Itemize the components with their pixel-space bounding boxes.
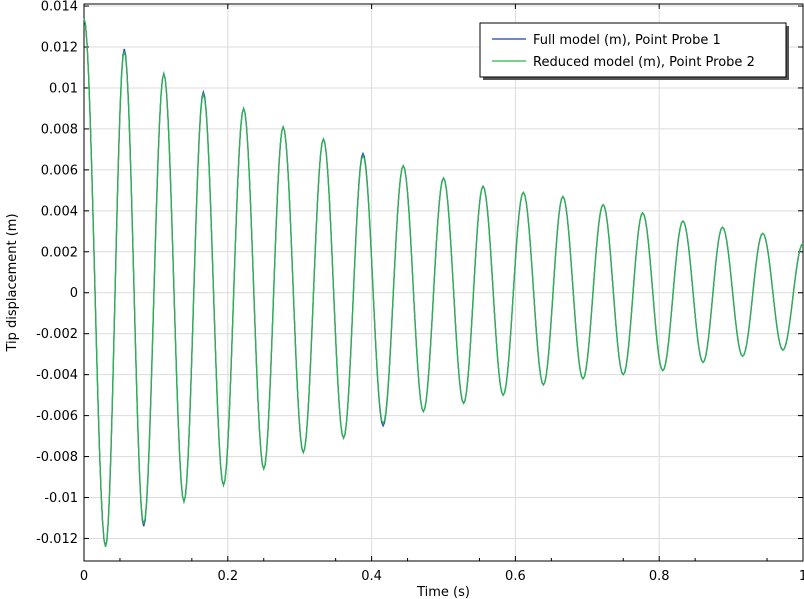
y-tick-label: -0.006 — [36, 409, 78, 424]
legend-label-reduced-model: Reduced model (m), Point Probe 2 — [533, 55, 755, 70]
legend-label-full-model: Full model (m), Point Probe 1 — [533, 33, 721, 48]
y-tick-label: -0.008 — [36, 450, 78, 465]
y-tick-label: -0.01 — [44, 491, 78, 506]
y-axis-title: Tip displacement (m) — [5, 213, 20, 352]
plot-frame — [83, 3, 804, 562]
x-tick-label: 1 — [799, 569, 804, 584]
x-tick-label: 0.8 — [649, 569, 670, 584]
y-tick-label: -0.004 — [36, 368, 78, 383]
y-tick-label: 0.008 — [41, 122, 78, 137]
grid — [83, 4, 804, 561]
legend: Full model (m), Point Probe 1 Reduced mo… — [479, 22, 789, 80]
y-tick-label: 0.004 — [41, 204, 78, 219]
y-tick-label: 0.012 — [41, 41, 78, 56]
y-tick-label: -0.002 — [36, 327, 78, 342]
x-tick-label: 0.6 — [505, 569, 526, 584]
x-tick-label: 0.2 — [217, 569, 238, 584]
x-tick-label: 0.4 — [361, 569, 382, 584]
y-tick-label: -0.012 — [36, 532, 78, 547]
y-tick-label: 0.002 — [41, 245, 78, 260]
y-tick-label: 0.006 — [41, 163, 78, 178]
y-tick-label: 0.01 — [49, 81, 78, 96]
x-axis-title: Time (s) — [416, 585, 470, 599]
legend-box — [479, 22, 787, 78]
x-tick-label: 0 — [80, 569, 88, 584]
series-line-0 — [83, 18, 804, 547]
y-tick-label: 0 — [70, 286, 78, 301]
series-layer — [83, 18, 804, 547]
y-tick-label: 0.014 — [41, 0, 78, 15]
ticks: 0 0.2 0.4 0.6 0.8 1 -0.012 -0.01 -0.008 -0.006 -0.… — [36, 0, 804, 584]
series-line-1 — [83, 18, 804, 547]
